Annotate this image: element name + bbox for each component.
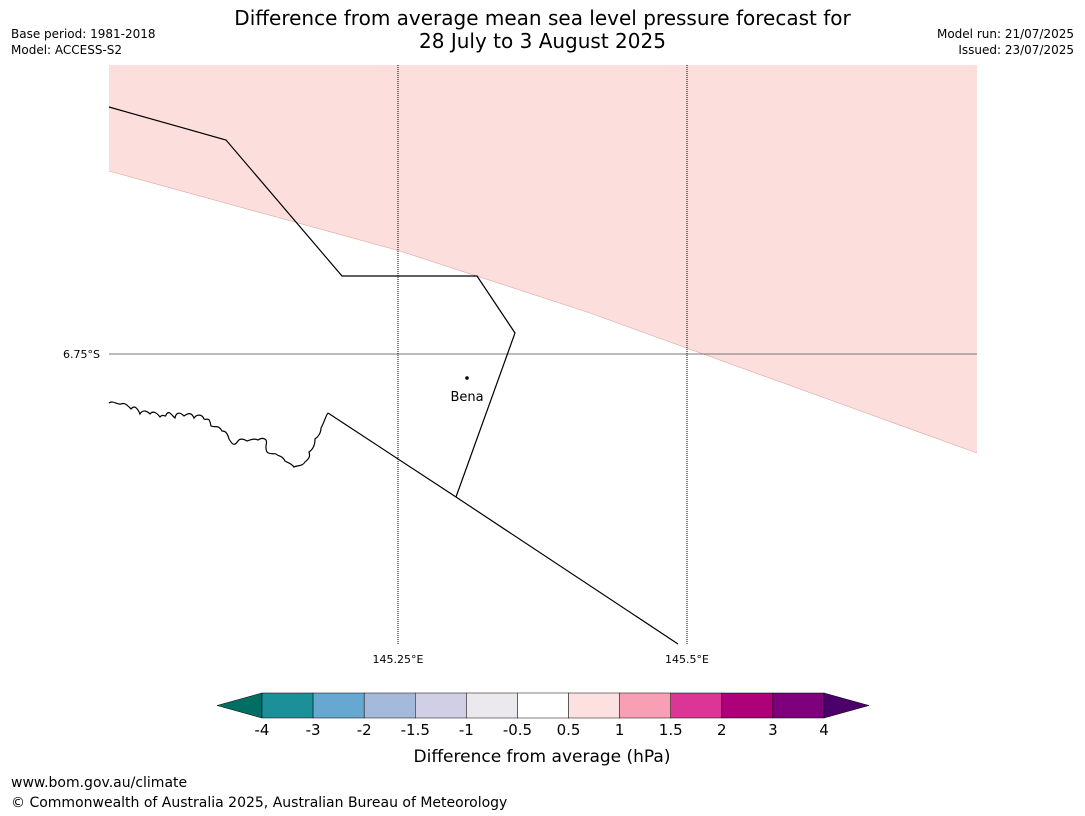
- colorbar-tick-label: 2: [717, 721, 727, 739]
- colorbar-segment: [670, 692, 723, 719]
- map-title: Difference from average mean sea level p…: [0, 7, 1085, 53]
- model-run: Model run: 21/07/2025: [936, 27, 1074, 41]
- colorbar-segment: [721, 692, 774, 719]
- colorbar-tick-label: -1: [459, 721, 474, 739]
- colorbar-segment: [261, 692, 314, 719]
- colorbar-extend-low: [216, 692, 263, 719]
- bena-marker: [465, 376, 469, 380]
- anomaly-region: [109, 65, 977, 453]
- colorbar-tick-label: -4: [255, 721, 270, 739]
- longitude-label-145-25: 145.25°E: [373, 653, 424, 666]
- map-canvas: Bena 6.75°S 145.25°E 145.5°E: [63, 65, 978, 666]
- colorbar-segment: [568, 692, 620, 719]
- anomaly-contour: [108, 170, 978, 454]
- colorbar-segment: [619, 692, 671, 719]
- colorbar: [216, 692, 870, 719]
- colorbar-ticks: -4 -3 -2 -1.5 -1 -0.5 0.5 1 1.5 2 3 4: [255, 721, 829, 739]
- title-line-1: Difference from average mean sea level p…: [234, 6, 851, 30]
- title-line-2: 28 July to 3 August 2025: [419, 29, 666, 53]
- colorbar-tick-label: 1.5: [659, 721, 683, 739]
- longitude-label-145-5: 145.5°E: [665, 653, 709, 666]
- district-boundary-south: [327, 412, 679, 645]
- colorbar-title: Difference from average (hPa): [414, 747, 671, 767]
- colorbar-segment: [312, 692, 365, 719]
- colorbar-tick-label: -2: [357, 721, 372, 739]
- colorbar-segment: [363, 692, 416, 719]
- footer-copyright: © Commonwealth of Australia 2025, Austra…: [11, 795, 508, 811]
- footer-url: www.bom.gov.au/climate: [11, 775, 188, 791]
- base-period: Base period: 1981-2018: [11, 27, 156, 41]
- model-info: Base period: 1981-2018 Model: ACCESS-S2: [11, 26, 156, 58]
- colorbar-tick-label: 3: [768, 721, 778, 739]
- colorbar-segment: [466, 692, 518, 719]
- colorbar-tick-label: -0.5: [503, 721, 532, 739]
- colorbar-extend-high: [823, 692, 870, 719]
- colorbar-segment: [415, 692, 467, 719]
- bena-label: Bena: [450, 390, 483, 405]
- colorbar-segment: [517, 692, 569, 719]
- colorbar-tick-label: 4: [819, 721, 829, 739]
- colorbar-tick-label: 1: [615, 721, 625, 739]
- model-name: Model: ACCESS-S2: [11, 43, 123, 57]
- colorbar-tick-label: -1.5: [401, 721, 430, 739]
- issued-date: Issued: 23/07/2025: [958, 43, 1074, 57]
- district-boundary: [108, 106, 516, 498]
- colorbar-legend: -4 -3 -2 -1.5 -1 -0.5 0.5 1 1.5 2 3 4 Difference fr…: [216, 692, 870, 767]
- colorbar-tick-label: 0.5: [557, 721, 581, 739]
- colorbar-tick-label: -3: [306, 721, 321, 739]
- colorbar-segment: [772, 692, 825, 719]
- latitude-label: 6.75°S: [63, 348, 100, 361]
- river-boundary: [108, 401, 329, 468]
- run-info: Model run: 21/07/2025 Issued: 23/07/2025: [937, 26, 1074, 58]
